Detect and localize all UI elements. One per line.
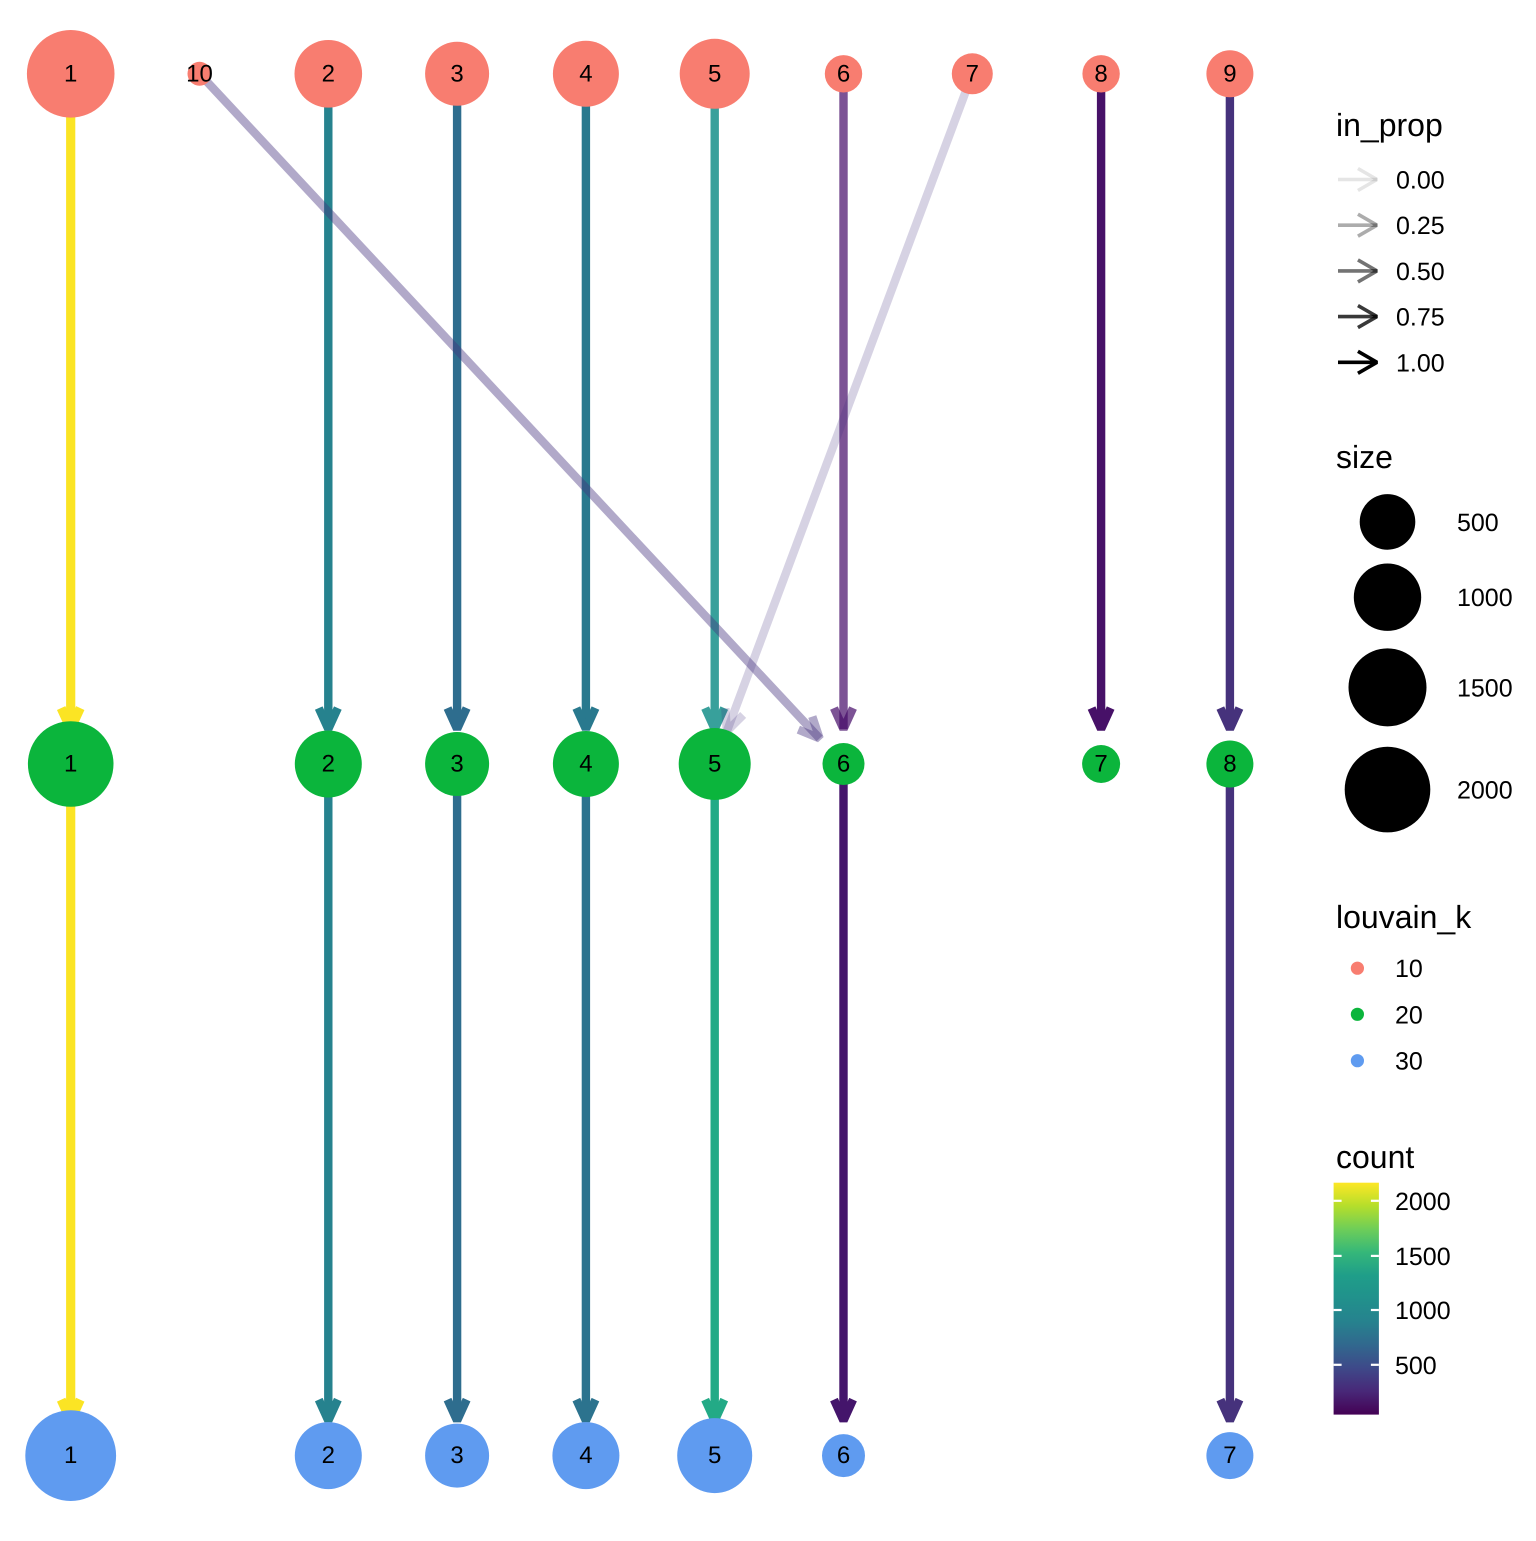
svg-text:2000: 2000: [1457, 777, 1513, 805]
svg-text:9: 9: [1223, 60, 1236, 87]
svg-text:30: 30: [1395, 1048, 1423, 1076]
svg-text:1000: 1000: [1395, 1297, 1451, 1325]
svg-text:in_prop: in_prop: [1336, 107, 1443, 143]
svg-text:1500: 1500: [1457, 674, 1513, 702]
svg-text:2000: 2000: [1395, 1188, 1451, 1216]
svg-text:1500: 1500: [1395, 1243, 1451, 1271]
svg-text:20: 20: [1395, 1001, 1423, 1029]
svg-text:6: 6: [837, 60, 850, 87]
svg-text:0.25: 0.25: [1396, 212, 1445, 240]
svg-text:louvain_k: louvain_k: [1336, 899, 1472, 935]
svg-text:6: 6: [837, 1442, 850, 1469]
svg-text:count: count: [1336, 1139, 1414, 1175]
svg-text:1.00: 1.00: [1396, 349, 1445, 377]
svg-text:1: 1: [64, 1442, 77, 1469]
svg-text:500: 500: [1457, 509, 1499, 537]
svg-text:8: 8: [1094, 60, 1107, 87]
svg-text:6: 6: [837, 751, 850, 778]
svg-text:0.75: 0.75: [1396, 304, 1445, 332]
svg-text:4: 4: [579, 1442, 592, 1469]
svg-text:5: 5: [708, 60, 721, 87]
svg-text:3: 3: [450, 751, 463, 778]
svg-text:3: 3: [450, 60, 463, 87]
svg-text:1: 1: [64, 751, 77, 778]
svg-text:3: 3: [450, 1442, 463, 1469]
svg-text:7: 7: [966, 60, 979, 87]
svg-text:2: 2: [322, 1442, 335, 1469]
svg-text:0.50: 0.50: [1396, 258, 1445, 286]
svg-text:10: 10: [186, 60, 213, 87]
svg-text:4: 4: [579, 60, 592, 87]
svg-text:1000: 1000: [1457, 584, 1513, 612]
svg-text:500: 500: [1395, 1352, 1437, 1380]
svg-text:0.00: 0.00: [1396, 167, 1445, 195]
svg-text:1: 1: [64, 60, 77, 87]
svg-text:8: 8: [1223, 751, 1236, 778]
svg-text:4: 4: [579, 751, 592, 778]
svg-text:2: 2: [322, 751, 335, 778]
svg-text:10: 10: [1395, 955, 1423, 983]
svg-text:5: 5: [708, 751, 721, 778]
svg-text:5: 5: [708, 1442, 721, 1469]
svg-text:2: 2: [322, 60, 335, 87]
svg-text:7: 7: [1094, 751, 1107, 778]
svg-text:7: 7: [1223, 1442, 1236, 1469]
svg-text:size: size: [1336, 439, 1393, 475]
